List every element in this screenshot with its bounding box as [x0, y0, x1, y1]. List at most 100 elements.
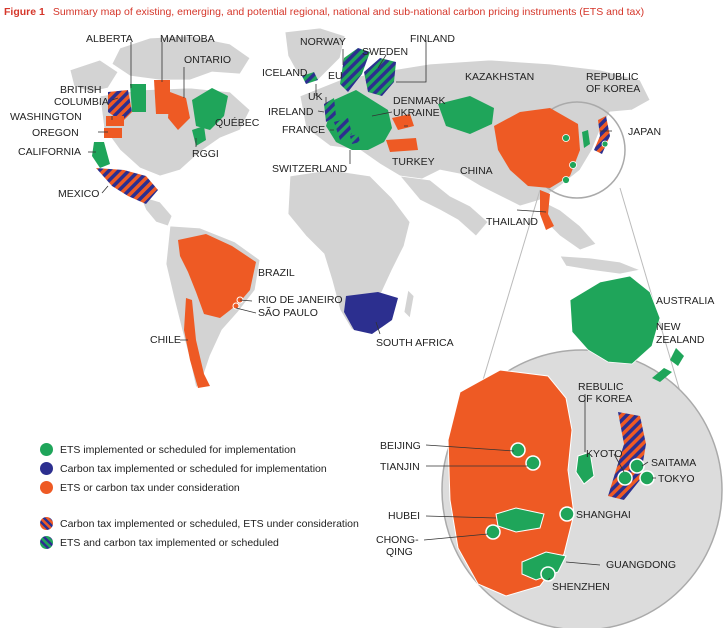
arabia-india	[399, 175, 489, 237]
figure-number: Figure 1	[4, 6, 45, 18]
turkey	[386, 138, 418, 152]
legend-label: ETS or carbon tax under consideration	[60, 482, 240, 494]
label-inset-korea-1: REBULIC	[578, 381, 624, 393]
label-quebec: QUÉBEC	[215, 116, 260, 129]
label-hubei: HUBEI	[388, 510, 420, 522]
label-brazil: BRAZIL	[258, 267, 295, 279]
legend-label: Carbon tax implemented or scheduled, ETS…	[60, 518, 359, 530]
figure-title: Figure 1 Summary map of existing, emergin…	[4, 6, 644, 18]
label-shanghai: SHANGHAI	[576, 509, 631, 521]
central-america	[139, 195, 173, 227]
greenland	[284, 27, 346, 81]
label-chile: CHILE	[150, 334, 181, 346]
label-washington: WASHINGTON	[10, 111, 82, 123]
legend-swatch-tax	[40, 462, 53, 475]
label-denmark: DENMARK	[393, 95, 446, 107]
california	[92, 142, 110, 168]
shanghai-dot	[569, 161, 577, 169]
manitoba	[154, 80, 170, 114]
inset-shenzhen-dot	[540, 566, 556, 582]
inset-kyoto-dot	[617, 470, 633, 486]
inset-china	[447, 369, 575, 597]
british-columbia	[108, 90, 132, 122]
inset-tokyo-dot	[639, 470, 655, 486]
label-manitoba: MANITOBA	[160, 33, 215, 45]
legend-label: ETS and carbon tax implemented or schedu…	[60, 537, 279, 549]
madagascar	[403, 289, 415, 319]
thailand	[540, 190, 554, 230]
korea	[582, 130, 590, 148]
chile	[184, 298, 210, 388]
legend-label: ETS implemented or scheduled for impleme…	[60, 444, 296, 456]
label-eu: EU	[328, 70, 343, 82]
new-zealand	[652, 348, 684, 382]
mexico	[96, 168, 158, 204]
label-mexico: MEXICO	[58, 188, 99, 200]
label-norway: NORWAY	[300, 36, 346, 48]
ukraine	[392, 114, 414, 130]
label-saitama: SAITAMA	[651, 457, 696, 469]
label-guangdong: GUANGDONG	[606, 559, 676, 571]
label-france: FRANCE	[282, 124, 325, 136]
australia	[569, 275, 661, 365]
label-sweden: SWEDEN	[362, 46, 408, 58]
oregon	[104, 128, 122, 138]
beijing-dot	[562, 134, 570, 142]
sao-paulo-dot	[232, 302, 240, 310]
label-british-columbia-1: BRITISH	[60, 84, 101, 96]
legend-swatch-tax-consideration	[40, 517, 53, 530]
canada-north	[111, 35, 251, 81]
alberta	[130, 84, 146, 112]
figure-caption: Summary map of existing, emerging, and p…	[52, 6, 645, 18]
norway	[340, 48, 370, 92]
guangdong-dot	[562, 176, 570, 184]
label-california: CALIFORNIA	[18, 146, 81, 158]
inset-korea	[575, 451, 595, 485]
label-korea-1: REPUBLIC	[586, 71, 639, 83]
label-kazakhstan: KAZAKHSTAN	[465, 71, 534, 83]
iceland	[302, 72, 318, 84]
legend-swatch-ets-tax	[40, 536, 53, 549]
label-rio: RIO DE JANEIRO	[258, 294, 343, 306]
label-switzerland: SWITZERLAND	[272, 163, 348, 175]
label-shenzhen: SHENZHEN	[552, 581, 610, 593]
inset-saitama-dot	[629, 458, 645, 474]
label-china: CHINA	[460, 165, 493, 177]
inset-chongqing-dot	[485, 524, 501, 540]
label-chongqing-1: CHONG-	[376, 534, 419, 546]
label-thailand: THAILAND	[486, 216, 538, 228]
label-tianjin: TIANJIN	[380, 461, 420, 473]
label-alberta: ALBERTA	[86, 33, 133, 45]
inset-beijing-dot	[510, 442, 526, 458]
quebec	[192, 88, 228, 130]
label-iceland: ICELAND	[262, 67, 308, 79]
indonesia	[559, 255, 642, 275]
inset-shanghai-dot	[559, 506, 575, 522]
label-south-africa: SOUTH AFRICA	[376, 337, 454, 349]
inset-tianjin-dot	[525, 455, 541, 471]
switzerland	[350, 134, 360, 144]
china	[494, 108, 580, 188]
kazakhstan	[438, 96, 494, 134]
label-korea-2: OF KOREA	[586, 83, 640, 95]
label-rggi: RGGI	[192, 148, 219, 160]
uk-ireland	[324, 98, 336, 122]
label-turkey: TURKEY	[392, 156, 435, 168]
label-ireland: IRELAND	[268, 106, 314, 118]
label-kyoto: KYOTO	[586, 448, 623, 460]
legend-swatch-ets	[40, 443, 53, 456]
label-uk: UK	[308, 91, 323, 103]
rggi	[192, 126, 206, 146]
label-british-columbia-2: COLUMBIA	[54, 96, 109, 108]
label-chongqing-2: QING	[386, 546, 413, 558]
label-sao-paulo: SÃO PAULO	[258, 306, 318, 319]
alaska	[69, 59, 119, 93]
legend-label: Carbon tax implemented or scheduled for …	[60, 463, 327, 475]
washington	[106, 116, 124, 126]
label-ontario: ONTARIO	[184, 54, 231, 66]
label-nz-1: NEW	[656, 321, 681, 333]
label-tokyo: TOKYO	[658, 473, 695, 485]
label-beijing: BEIJING	[380, 440, 421, 452]
france	[334, 118, 352, 140]
